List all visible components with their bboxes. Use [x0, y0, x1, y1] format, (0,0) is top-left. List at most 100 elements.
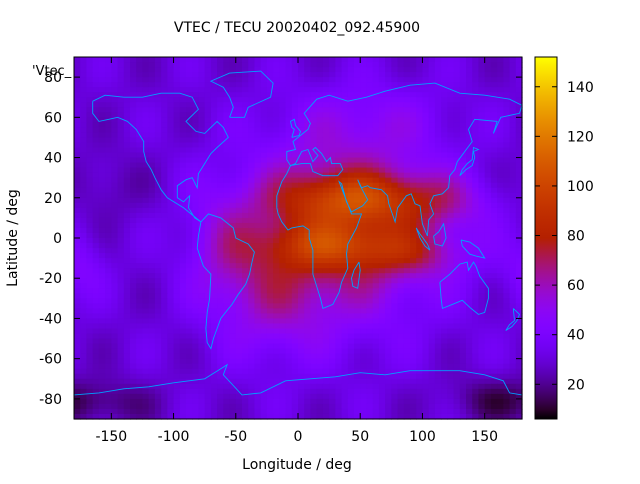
heatmap-cell: [148, 388, 156, 395]
heatmap-cell: [354, 238, 361, 244]
heatmap-cell: [354, 343, 361, 350]
heatmap-cell: [136, 253, 144, 259]
heatmap-cell: [80, 363, 88, 370]
heatmap-cell: [509, 137, 517, 144]
heatmap-cell: [410, 253, 417, 259]
heatmap-cell: [354, 57, 361, 63]
heatmap-cell: [391, 147, 399, 154]
heatmap-cell: [105, 273, 112, 279]
heatmap-cell: [410, 338, 417, 345]
heatmap-cell: [123, 87, 131, 93]
heatmap-cell: [229, 298, 237, 304]
heatmap-cell: [366, 172, 374, 179]
heatmap-cell: [422, 232, 430, 239]
heatmap-cell: [173, 268, 181, 274]
heatmap-cell: [453, 232, 461, 239]
heatmap-cell: [341, 333, 349, 340]
heatmap-cell: [229, 77, 237, 83]
heatmap-cell: [92, 182, 100, 189]
heatmap-cell: [335, 87, 343, 93]
heatmap-cell: [130, 393, 137, 400]
heatmap-cell: [490, 338, 498, 345]
heatmap-cell: [192, 273, 200, 279]
heatmap-cell: [154, 383, 162, 390]
heatmap-cell: [260, 227, 268, 234]
heatmap-cell: [391, 152, 399, 159]
heatmap-cell: [86, 172, 94, 179]
heatmap-cell: [235, 157, 243, 164]
heatmap-cell: [80, 197, 88, 204]
heatmap-cell: [329, 268, 336, 274]
heatmap-cell: [503, 338, 511, 345]
heatmap-cell: [167, 227, 175, 234]
heatmap-cell: [360, 207, 368, 214]
heatmap-cell: [335, 127, 343, 134]
heatmap-cell: [291, 87, 299, 93]
heatmap-cell: [397, 238, 405, 244]
heatmap-cell: [130, 378, 137, 385]
heatmap-cell: [123, 238, 131, 244]
heatmap-cell: [410, 207, 417, 214]
heatmap-cell: [360, 253, 368, 259]
heatmap-cell: [366, 202, 374, 209]
heatmap-cell: [497, 102, 504, 108]
heatmap-cell: [136, 298, 144, 304]
heatmap-cell: [310, 62, 318, 68]
heatmap-cell: [354, 268, 361, 274]
heatmap-cell: [123, 177, 131, 184]
heatmap-cell: [453, 82, 461, 88]
heatmap-cell: [360, 303, 368, 309]
heatmap-cell: [428, 318, 436, 325]
heatmap-cell: [186, 298, 193, 304]
heatmap-cell: [173, 393, 181, 400]
heatmap-cell: [204, 77, 212, 83]
heatmap-cell: [472, 323, 480, 330]
heatmap-cell: [397, 167, 405, 174]
heatmap-cell: [316, 157, 324, 164]
heatmap-cell: [298, 363, 305, 370]
heatmap-cell: [248, 57, 256, 63]
heatmap-cell: [136, 308, 144, 315]
heatmap-cell: [385, 398, 392, 405]
heatmap-cell: [285, 383, 293, 390]
heatmap-cell: [453, 137, 461, 144]
heatmap-cell: [410, 343, 417, 350]
heatmap-cell: [285, 92, 293, 98]
heatmap-cell: [285, 57, 293, 63]
heatmap-cell: [111, 373, 119, 380]
heatmap-cell: [428, 122, 436, 128]
heatmap-cell: [459, 147, 467, 154]
heatmap-cell: [260, 157, 268, 164]
heatmap-cell: [92, 348, 100, 355]
heatmap-cell: [254, 268, 262, 274]
heatmap-cell: [291, 107, 299, 113]
heatmap-cell: [378, 378, 386, 385]
heatmap-cell: [329, 398, 336, 405]
heatmap-cell: [235, 383, 243, 390]
heatmap-cell: [503, 62, 511, 68]
heatmap-cell: [385, 368, 392, 375]
heatmap-cell: [235, 248, 243, 254]
heatmap-cell: [397, 393, 405, 400]
heatmap-cell: [366, 142, 374, 149]
heatmap-cell: [298, 77, 305, 83]
heatmap-cell: [385, 227, 392, 234]
heatmap-cell: [322, 72, 330, 78]
heatmap-cell: [291, 92, 299, 98]
heatmap-cell: [490, 298, 498, 304]
heatmap-cell: [74, 403, 81, 410]
heatmap-cell: [254, 222, 262, 229]
heatmap-cell: [354, 177, 361, 184]
heatmap-cell: [204, 227, 212, 234]
heatmap-cell: [472, 232, 480, 239]
heatmap-cell: [242, 393, 249, 400]
heatmap-cell: [366, 157, 374, 164]
heatmap-cell: [285, 152, 293, 159]
heatmap-cell: [515, 263, 523, 269]
heatmap-cell: [210, 67, 218, 73]
heatmap-cell: [279, 227, 287, 234]
heatmap-cell: [223, 348, 231, 355]
heatmap-cell: [167, 162, 175, 169]
heatmap-cell: [484, 358, 492, 365]
heatmap-cell: [80, 172, 88, 179]
